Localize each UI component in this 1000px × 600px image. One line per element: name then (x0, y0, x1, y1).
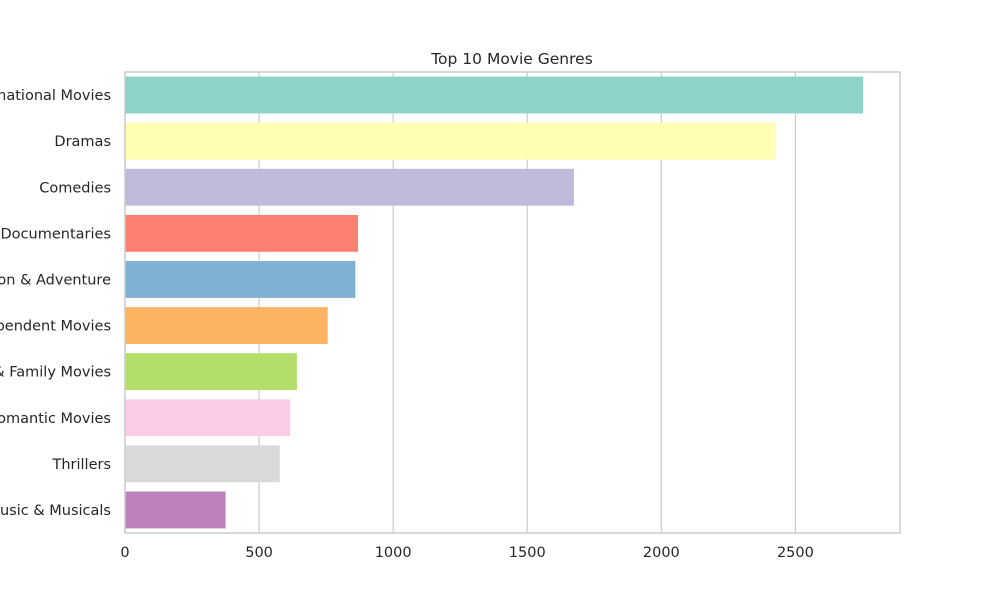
x-tick-label: 1500 (509, 545, 546, 561)
bar (125, 122, 776, 160)
x-tick-label: 2500 (777, 545, 814, 561)
bar (125, 214, 359, 252)
y-tick-label: Action & Adventure (0, 272, 111, 288)
plot-frame (124, 71, 901, 534)
y-tick-label: International Movies (0, 88, 111, 104)
y-tick-label: Independent Movies (0, 319, 111, 335)
bar (125, 399, 291, 437)
y-tick-label: Dramas (54, 134, 111, 150)
chart-title: Top 10 Movie Genres (430, 50, 593, 68)
y-tick-label: Comedies (39, 180, 111, 196)
bars (125, 76, 863, 529)
bar (125, 445, 280, 483)
x-tick-label: 1000 (375, 545, 412, 561)
bar (125, 353, 297, 391)
y-tick-label: Thrillers (51, 457, 111, 473)
bar (125, 307, 328, 344)
y-tick-label: Children & Family Movies (0, 365, 111, 381)
bar (125, 168, 574, 206)
bar (125, 76, 863, 114)
y-tick-label: Documentaries (1, 226, 111, 242)
y-axis-labels: International Movies Dramas Comedies Docume… (0, 88, 111, 519)
x-axis-labels: 0 500 1000 1500 2000 2500 (120, 545, 813, 561)
bar (125, 261, 356, 298)
x-tick-label: 500 (245, 545, 273, 561)
bar (125, 491, 226, 529)
y-tick-label: Music & Musicals (0, 503, 111, 519)
y-tick-label: Romantic Movies (0, 411, 111, 427)
x-tick-label: 2000 (643, 545, 680, 561)
x-tick-label: 0 (120, 545, 129, 561)
